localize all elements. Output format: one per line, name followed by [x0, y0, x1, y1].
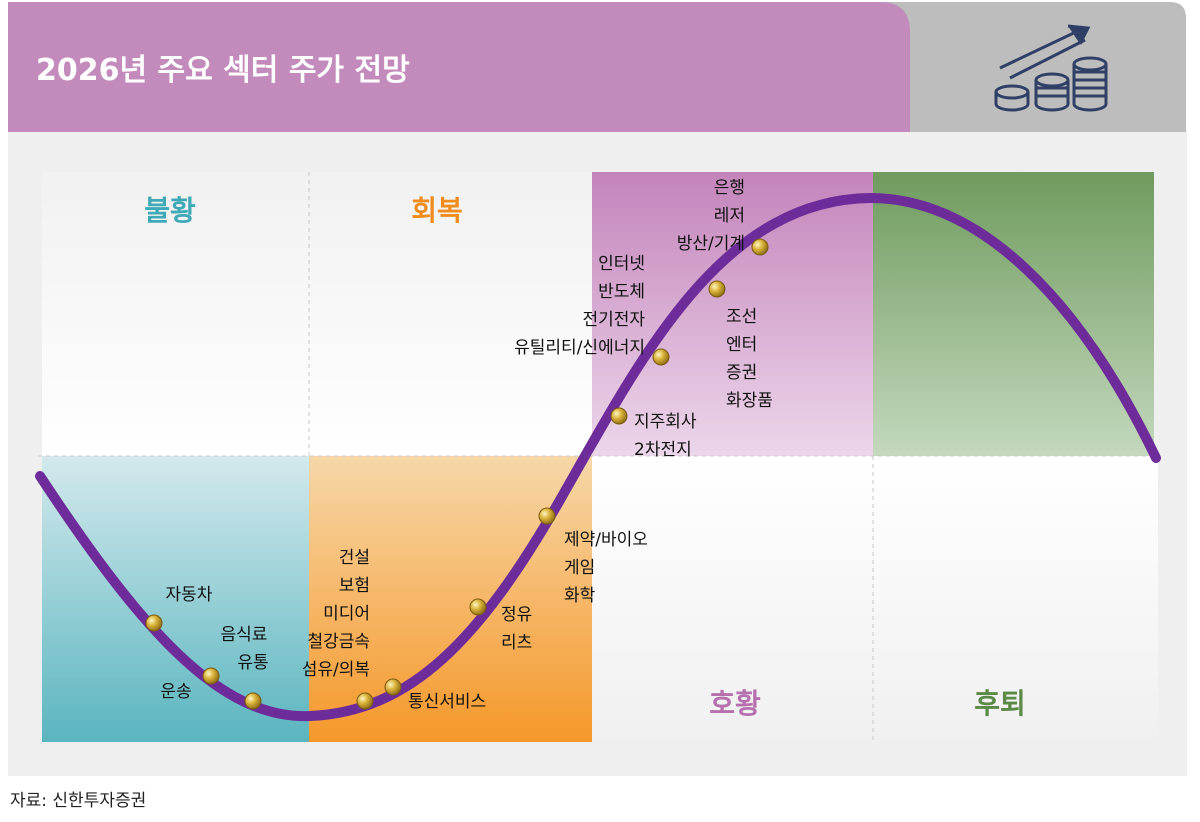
- sector-label: 정유: [501, 605, 532, 625]
- phase-label-boom: 호황: [709, 687, 761, 720]
- sector-labels: 자동차 음식료 유통 운송 건설 보험 미디어 철강금속 섬유/의복 통신서비스…: [160, 178, 773, 712]
- dot-pharma: [538, 507, 556, 525]
- sector-label: 화학: [564, 586, 596, 606]
- sector-label: 섬유/의복: [302, 660, 370, 680]
- sector-label: 레저: [714, 206, 745, 226]
- sector-label: 철강금속: [307, 632, 370, 652]
- dot-shipbuilding: [708, 280, 726, 298]
- grid-dividers: [38, 172, 1160, 742]
- dot-bank: [751, 238, 769, 256]
- dot-transport: [244, 692, 262, 710]
- boom-top-zone: [592, 172, 873, 456]
- sector-label: 제약/바이오: [564, 530, 648, 550]
- header-bar: [8, 2, 910, 132]
- sector-label: 인터넷: [598, 254, 645, 274]
- recovery-zone: [309, 456, 592, 742]
- sector-label: 유통: [237, 653, 268, 673]
- sector-label: 유틸리티/신에너지: [514, 338, 645, 358]
- sector-label: 통신서비스: [408, 692, 486, 712]
- downturn-top-zone: [873, 172, 1154, 456]
- dot-auto: [145, 614, 163, 632]
- sector-label: 증권: [726, 363, 757, 383]
- lower-area-right: [592, 456, 1158, 742]
- dot-holding: [610, 407, 628, 425]
- dot-refining: [469, 598, 487, 616]
- sector-label: 은행: [714, 178, 745, 198]
- recession-zone: [42, 456, 309, 742]
- dot-food-retail: [202, 667, 220, 685]
- page-title: 2026년 주요 섹터 주가 전망: [36, 53, 410, 88]
- source-note: 자료: 신한투자증권: [10, 791, 146, 811]
- sector-label: 건설: [339, 548, 370, 568]
- phase-label-recession: 불황: [144, 194, 196, 227]
- sector-label: 게임: [564, 558, 595, 578]
- sector-label: 음식료: [221, 625, 268, 645]
- phase-label-recovery: 회복: [411, 194, 463, 227]
- upper-area-left: [42, 172, 592, 456]
- sector-label: 화장품: [726, 391, 773, 411]
- sector-label: 지주회사: [634, 412, 697, 432]
- sector-label: 운송: [160, 682, 191, 702]
- sector-label: 방산/기계: [677, 234, 745, 254]
- sector-label: 리츠: [501, 633, 532, 653]
- header: 2026년 주요 섹터 주가 전망: [8, 2, 1186, 132]
- sector-label: 보험: [339, 576, 370, 596]
- sector-label: 전기전자: [582, 310, 645, 330]
- sector-label: 반도체: [598, 282, 645, 302]
- sector-label: 조선: [726, 307, 757, 327]
- sector-label: 2차전지: [634, 440, 692, 460]
- sector-label: 미디어: [323, 604, 370, 624]
- dot-telecom: [384, 678, 402, 696]
- coins-growth-icon: [994, 24, 1108, 112]
- sector-label: 엔터: [726, 335, 757, 355]
- dot-construction: [356, 692, 374, 710]
- sector-label: 자동차: [166, 585, 213, 605]
- dot-internet: [652, 348, 670, 366]
- sector-dots: [145, 238, 769, 710]
- phase-label-downturn: 후퇴: [974, 687, 1026, 720]
- cycle-curve: [35, 192, 1161, 722]
